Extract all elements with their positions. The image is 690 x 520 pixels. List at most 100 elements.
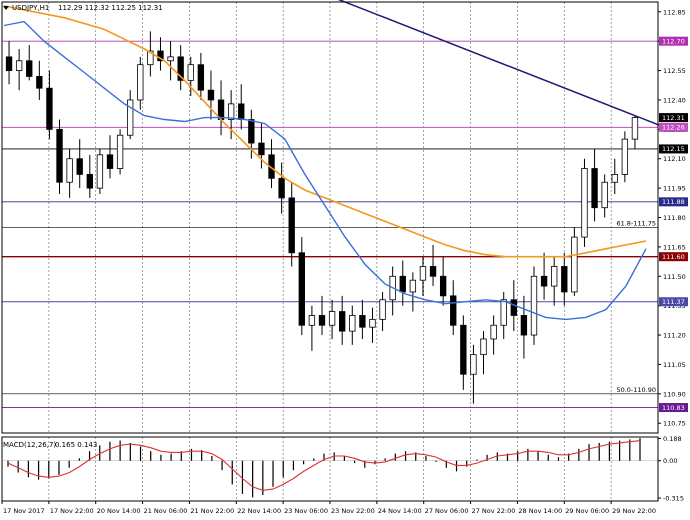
y-tick-label: 111.20 <box>663 332 686 340</box>
candle-body <box>96 154 104 189</box>
candle-body <box>439 275 447 297</box>
last-price-badge: 112.31 <box>662 114 685 122</box>
candle-body <box>147 50 154 66</box>
level-badge-bg <box>659 197 688 207</box>
level-badge: 110.83 <box>662 404 685 412</box>
macd-label: MACD(12,26,7) <box>3 441 56 449</box>
y-tick-label: 112.40 <box>663 96 686 104</box>
candle-body <box>46 87 53 130</box>
candle-body <box>379 299 386 320</box>
candle-body <box>328 311 336 326</box>
y-tick-label: 111.05 <box>663 361 686 369</box>
candle-body <box>470 354 477 375</box>
candlesticks <box>5 31 639 404</box>
level-badge: 111.37 <box>662 298 685 306</box>
trendline-group[interactable] <box>330 0 661 127</box>
candle-body <box>399 275 406 293</box>
last-price-badge-bg <box>659 113 688 123</box>
candle-body <box>621 138 629 175</box>
candle-body <box>167 56 174 62</box>
candle-body <box>450 295 457 326</box>
level-badge-bg <box>659 36 688 46</box>
candle-body <box>56 128 63 183</box>
candle-body <box>66 158 73 183</box>
candle-body <box>369 318 376 328</box>
symbol-label: USDJPY,H1 <box>12 4 49 12</box>
x-tick-label: 20 Nov 14:00 <box>97 507 141 515</box>
level-badge-bg <box>659 252 688 262</box>
candle-body <box>127 99 134 136</box>
candle-body <box>5 56 13 71</box>
level-badge-bg <box>659 403 688 413</box>
candle-body <box>551 266 558 287</box>
candle-body <box>631 117 639 140</box>
candle-body <box>298 252 305 326</box>
level-badge-bg <box>659 297 688 307</box>
level-badge: 112.15 <box>662 145 685 153</box>
fib-level-label: 61.8-111.75 <box>616 219 656 227</box>
candle-body <box>76 158 83 175</box>
candle-body <box>581 168 588 238</box>
candle-body <box>510 299 517 316</box>
x-tick-label: 23 Nov 22:00 <box>331 507 375 515</box>
candle-body <box>349 315 356 332</box>
x-tick-label: 22 Nov 14:00 <box>237 507 281 515</box>
y-tick-label: 110.75 <box>663 420 686 428</box>
x-tick-label: 27 Nov 22:00 <box>472 507 516 515</box>
macd-header: MACD(12,26,7) 0.165 0.143 <box>3 441 97 449</box>
macd-panel <box>2 438 658 498</box>
macd-values: 0.165 0.143 <box>55 441 97 449</box>
macd-signal-line <box>7 440 641 491</box>
candle-body <box>318 315 326 326</box>
candle-body <box>429 266 437 277</box>
trendline[interactable] <box>330 0 661 127</box>
ohlc-values: 112.29 112.32 112.25 112.31 <box>58 4 163 12</box>
grid <box>48 2 612 501</box>
candle-body <box>187 64 194 81</box>
y-tick-label: 112.85 <box>663 8 686 16</box>
x-tick-label: 27 Nov 06:00 <box>425 507 469 515</box>
moving-averages <box>3 5 647 321</box>
macd-y-tick-label: 0.188 <box>663 435 682 443</box>
candle-body <box>278 177 285 199</box>
horizontal-levels[interactable]: 61.8-111.75 50.0-110.90 <box>2 40 658 408</box>
ma-fast-line <box>3 20 647 321</box>
y-tick-label: 111.80 <box>663 214 686 222</box>
candle-body <box>36 76 43 89</box>
x-tick-label: 17 Nov 2017 <box>3 507 45 515</box>
candle-body <box>611 173 618 183</box>
candle-body <box>530 275 538 336</box>
candle-body <box>86 173 93 189</box>
level-badge: 112.26 <box>662 124 685 132</box>
level-badge-bg <box>659 122 688 132</box>
y-tick-label: 111.95 <box>663 185 686 193</box>
y-tick-label: 110.90 <box>663 390 686 398</box>
candle-body <box>197 64 205 91</box>
level-badge-bg <box>659 144 688 154</box>
candle-body <box>409 279 417 293</box>
x-tick-label: 17 Nov 22:00 <box>50 507 94 515</box>
candle-body <box>571 236 578 293</box>
x-tick-label: 24 Nov 14:00 <box>378 507 422 515</box>
candle-body <box>561 266 568 293</box>
y-tick-label: 111.50 <box>663 273 686 281</box>
candle-body <box>480 338 487 356</box>
candle-body <box>238 103 245 120</box>
x-tick-label: 23 Nov 06:00 <box>284 507 328 515</box>
x-tick-label: 21 Nov 06:00 <box>144 507 188 515</box>
candle-body <box>500 299 507 326</box>
candle-body <box>258 142 265 156</box>
level-badge: 111.88 <box>662 198 685 206</box>
candle-body <box>288 197 295 254</box>
candle-body <box>540 275 548 287</box>
x-tick-label: 29 Nov 06:00 <box>565 507 609 515</box>
candle-body <box>106 154 114 169</box>
candle-body <box>601 181 608 209</box>
price-badges: 112.70 112.26 112.15 111.88 111.60 111.37 110.… <box>659 36 688 413</box>
candle-body <box>308 315 316 326</box>
level-badge: 111.60 <box>662 253 685 261</box>
candle-body <box>137 64 144 101</box>
